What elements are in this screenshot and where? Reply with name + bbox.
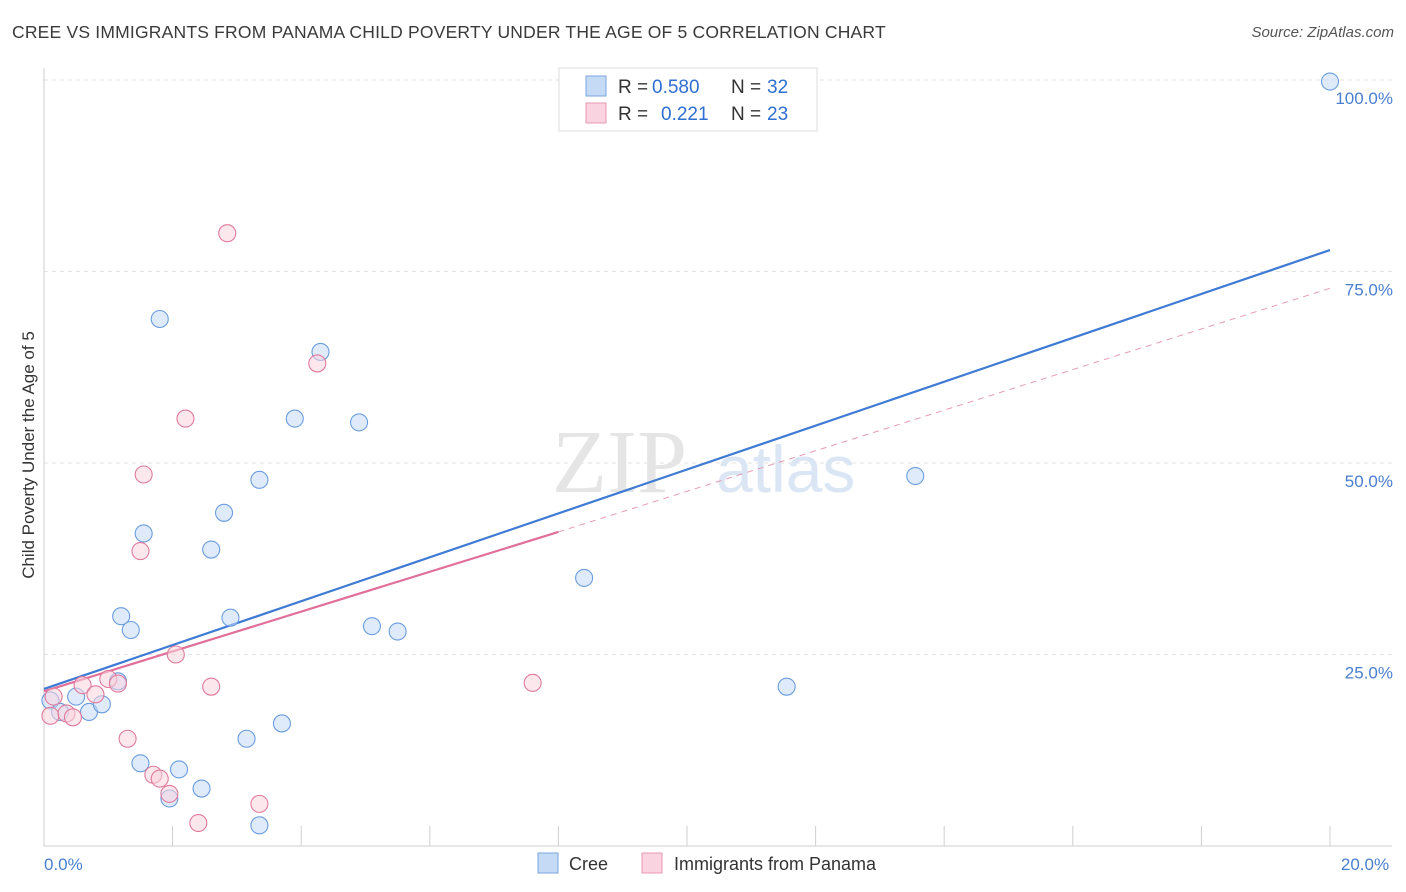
point-panama <box>73 676 92 695</box>
point-cree <box>112 607 131 626</box>
legend-r-value-panama: 0.221 <box>661 104 709 125</box>
legend-r-label-cree: R = <box>618 77 648 98</box>
point-panama <box>250 794 269 813</box>
point-panama <box>160 784 179 803</box>
bottom-legend-swatch-panama <box>641 852 663 874</box>
point-panama <box>108 674 127 693</box>
x-tick-labels: 0.0% 20.0% <box>44 855 1389 874</box>
x-tick-label: 20.0% <box>1341 855 1389 874</box>
legend-n-value-cree: 32 <box>767 77 788 98</box>
point-panama <box>86 685 105 704</box>
legend-swatch-panama <box>585 102 607 124</box>
y-tick-label: 75.0% <box>1345 281 1393 300</box>
y-tick-label: 50.0% <box>1345 472 1393 491</box>
source-label: Source: ZipAtlas.com <box>1251 24 1394 41</box>
trendline-panama-extension <box>558 287 1331 533</box>
gridlines <box>44 79 1392 655</box>
x-tick-label: 0.0% <box>44 855 83 874</box>
point-panama <box>523 673 542 692</box>
bottom-legend-label-cree: Cree <box>569 854 608 874</box>
trendline-panama <box>43 530 559 693</box>
point-panama <box>131 542 150 561</box>
watermark-atlas: atlas <box>716 432 855 506</box>
legend-n-label-cree: N = <box>731 77 761 98</box>
point-cree <box>214 503 234 522</box>
point-cree <box>221 608 240 627</box>
top-legend: R = 0.580 N = 32 R = 0.221 N = 23 <box>558 67 818 132</box>
legend-r-label-panama: R = <box>618 104 648 125</box>
point-cree <box>362 617 381 636</box>
point-panama <box>150 769 169 788</box>
point-panama <box>166 645 185 664</box>
point-cree <box>388 622 407 641</box>
point-cree <box>350 413 369 432</box>
point-cree <box>777 677 796 696</box>
point-panama <box>308 354 327 373</box>
point-panama <box>202 677 221 696</box>
point-panama <box>218 224 237 243</box>
point-panama <box>176 409 195 428</box>
legend-swatch-cree <box>585 75 607 97</box>
point-cree <box>202 540 221 559</box>
point-panama <box>63 708 82 727</box>
point-cree <box>1320 72 1340 91</box>
data-points <box>41 72 1340 835</box>
point-cree <box>250 470 269 489</box>
bottom-legend-swatch-cree <box>537 852 559 874</box>
y-tick-labels: 25.0% 50.0% 75.0% 100.0% <box>1335 89 1393 683</box>
legend-n-label-panama: N = <box>731 104 761 125</box>
point-cree <box>192 779 211 798</box>
trend-lines <box>43 249 1331 693</box>
point-panama <box>189 813 208 833</box>
watermark-zip: ZIP <box>552 413 687 512</box>
point-panama <box>118 729 137 748</box>
point-panama <box>134 465 153 484</box>
point-cree <box>121 620 140 640</box>
chart-title: CREE VS IMMIGRANTS FROM PANAMA CHILD POV… <box>12 22 886 42</box>
x-axis-ticks <box>172 826 1331 846</box>
point-panama <box>44 687 63 706</box>
point-cree <box>131 754 150 773</box>
point-cree <box>575 568 594 587</box>
point-cree <box>285 409 304 428</box>
y-axis-label: Child Poverty Under the Age of 5 <box>19 331 38 579</box>
point-panama <box>41 706 60 725</box>
legend-n-value-panama: 23 <box>767 104 788 125</box>
y-tick-label: 25.0% <box>1345 664 1393 683</box>
y-tick-label: 100.0% <box>1335 89 1393 108</box>
point-cree <box>169 760 189 779</box>
point-cree <box>134 524 153 543</box>
point-cree <box>272 714 291 733</box>
point-cree <box>150 309 169 329</box>
legend-r-value-cree: 0.580 <box>652 77 700 98</box>
bottom-legend: Cree Immigrants from Panama <box>537 852 877 874</box>
trendline-cree <box>43 249 1331 691</box>
bottom-legend-label-panama: Immigrants from Panama <box>674 854 877 874</box>
point-cree <box>250 816 269 835</box>
point-cree <box>237 729 256 748</box>
point-cree <box>906 466 925 486</box>
